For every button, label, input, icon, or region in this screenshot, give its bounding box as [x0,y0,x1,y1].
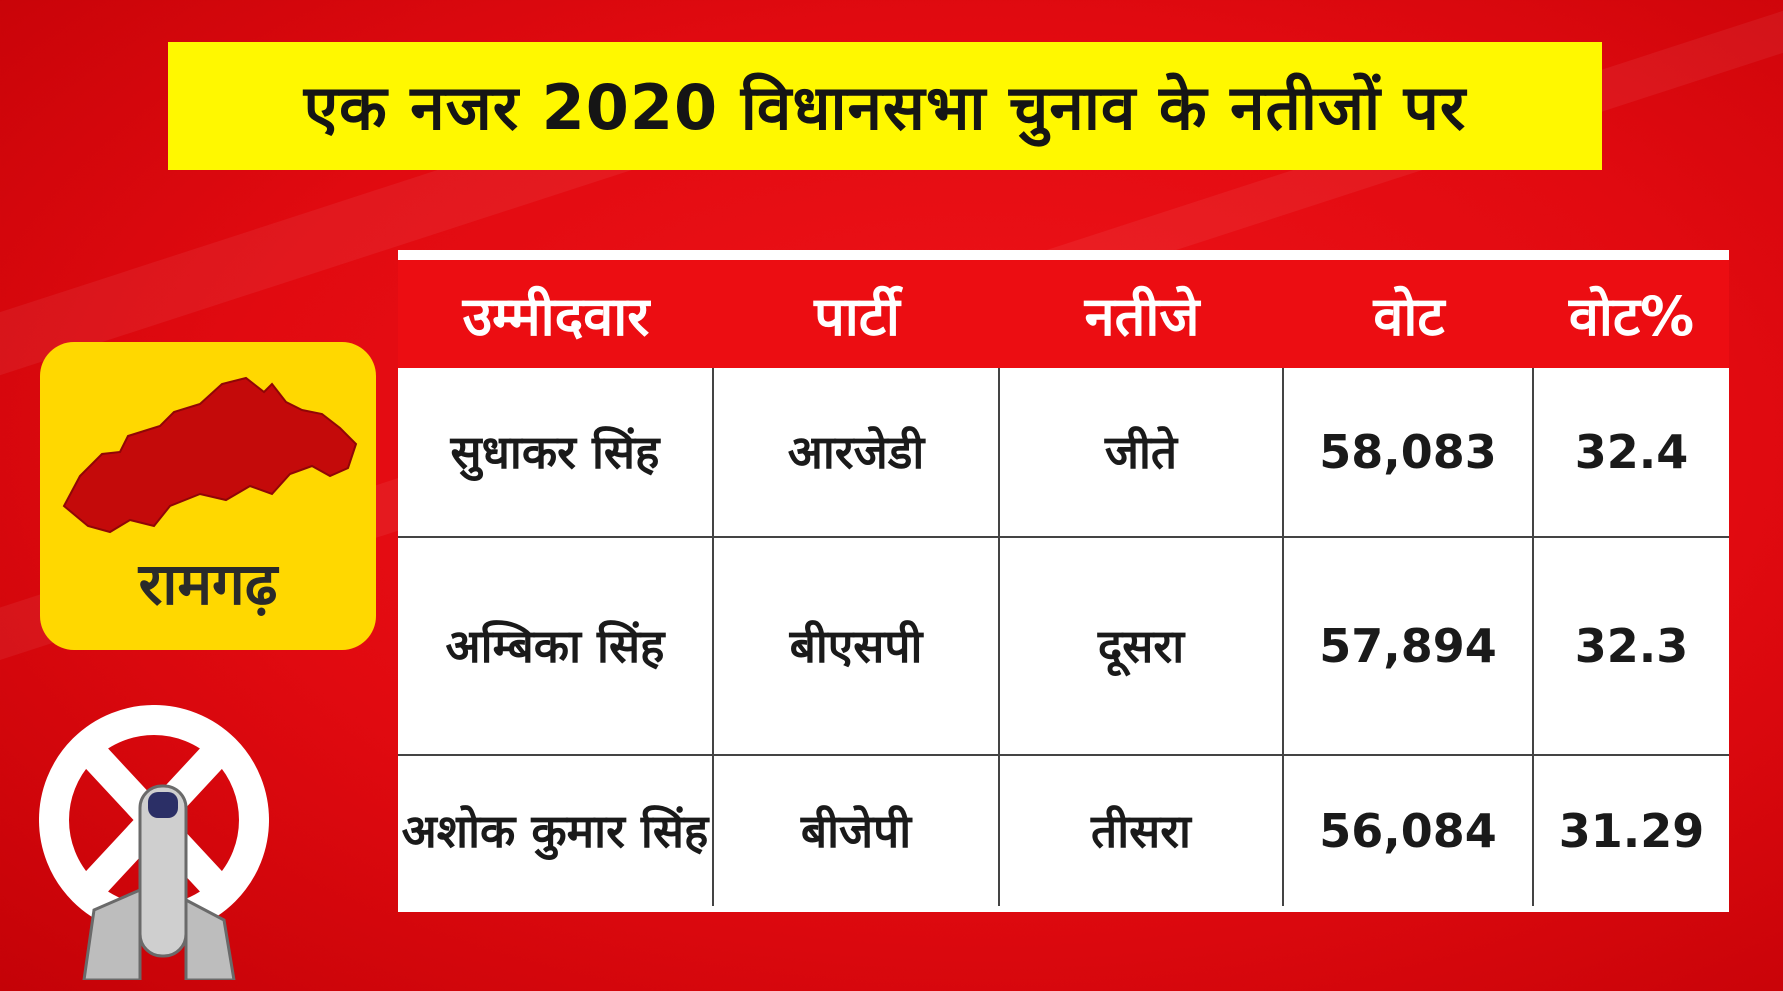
constituency-map-icon [62,376,358,534]
header-candidate: उम्मीदवार [462,285,650,348]
header-party: पार्टी [814,285,900,348]
table-row: सुधाकर सिंह आरजेडी जीते 58,083 32.4 [398,368,1729,538]
table-row: अम्बिका सिंह बीएसपी दूसरा 57,894 32.3 [398,538,1729,756]
inked-finger-icon [82,784,236,980]
party-cell: बीजेपी [714,756,1000,906]
vote-pct-cell: 32.3 [1574,618,1689,673]
votes-cell: 56,084 [1284,756,1534,906]
title-banner: एक नजर 2020 विधानसभा चुनाव के नतीजों पर [168,42,1602,170]
votes-cell: 57,894 [1284,538,1534,754]
votes-cell: 58,083 [1284,368,1534,536]
header-result: नतीजे [1084,285,1200,348]
party-cell: आरजेडी [714,368,1000,536]
results-table: उम्मीदवार पार्टी नतीजे वोट वोट% सुधाकर स… [398,250,1729,912]
header-vote-pct: वोट% [1568,285,1695,348]
page-title: एक नजर 2020 विधानसभा चुनाव के नतीजों पर [303,71,1467,144]
candidate-cell: अम्बिका सिंह [398,538,714,754]
result-cell: जीते [1000,368,1284,536]
table-body: सुधाकर सिंह आरजेडी जीते 58,083 32.4 अम्ब… [398,368,1729,906]
header-votes: वोट [1373,285,1445,348]
result-cell: दूसरा [1000,538,1284,754]
party-cell: बीएसपी [714,538,1000,754]
result-cell: तीसरा [1000,756,1284,906]
table-row: अशोक कुमार सिंह बीजेपी तीसरा 56,084 31.2… [398,756,1729,906]
candidate-cell: अशोक कुमार सिंह [398,756,714,906]
table-header: उम्मीदवार पार्टी नतीजे वोट वोट% [398,260,1729,368]
constituency-name: रामगढ़ [138,550,278,618]
candidate-cell: सुधाकर सिंह [398,368,714,536]
vote-pct-cell: 32.4 [1574,424,1689,479]
vote-pct-cell: 31.29 [1558,803,1705,858]
election-swastika-symbol-icon [39,705,269,980]
constituency-badge: रामगढ़ [40,342,376,650]
